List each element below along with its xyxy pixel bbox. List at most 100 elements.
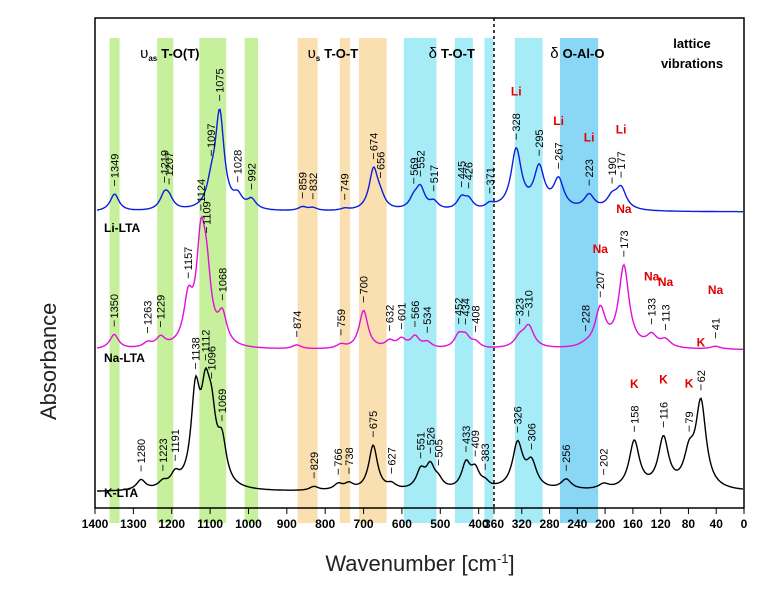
x-tick-label-360: 360 [484, 517, 504, 531]
region-label-3: δ O-Al-O [550, 45, 604, 62]
peak-label-k-lta-306: 306 [527, 423, 539, 441]
cation-tag-na-lta-41: Na [708, 283, 724, 297]
x-tick-label-280: 280 [540, 517, 560, 531]
peak-label-k-lta-202: 202 [599, 449, 611, 467]
peak-label-k-lta-409: 409 [470, 430, 482, 448]
band-10 [514, 38, 543, 523]
peak-label-k-lta-1096: 1096 [207, 346, 219, 370]
peak-label-na-lta-408: 408 [471, 305, 483, 323]
peak-label-li-lta-674: 674 [369, 133, 381, 151]
peak-label-li-lta-1097: 1097 [206, 123, 218, 147]
cation-tag-k-lta-62: K [697, 335, 706, 349]
region-label-2: δ T-O-T [429, 45, 475, 62]
cation-tag-na-lta-207: Na [593, 242, 609, 256]
peak-label-li-lta-223: 223 [584, 159, 596, 177]
band-6 [358, 38, 387, 523]
y-axis-title: Absorbance [36, 303, 61, 420]
peak-label-na-lta-1157: 1157 [183, 247, 195, 271]
x-tick-label-1300: 1300 [120, 517, 147, 531]
peak-label-k-lta-551: 551 [416, 432, 428, 450]
cation-tag-na-lta-133: Na [644, 269, 660, 283]
x-tick-label-240: 240 [567, 517, 587, 531]
peak-label-na-lta-207: 207 [595, 271, 607, 289]
peak-label-na-lta-874: 874 [292, 311, 304, 329]
peak-label-na-lta-310: 310 [524, 290, 536, 308]
x-tick-label-800: 800 [315, 517, 335, 531]
peak-label-li-lta-517: 517 [429, 165, 441, 183]
peak-label-k-lta-1112: 1112 [200, 330, 212, 353]
x-tick-label-1200: 1200 [158, 517, 185, 531]
peak-label-na-lta-1263: 1263 [143, 301, 155, 325]
cation-tag-li-lta-223: Li [584, 131, 595, 145]
x-tick-label-1400: 1400 [82, 517, 109, 531]
peak-label-na-lta-133: 133 [647, 298, 659, 316]
series-label-na-lta: Na-LTA [104, 351, 145, 365]
region-main-2: T-O-T [441, 46, 475, 61]
region-main-3: O-Al-O [563, 46, 605, 61]
region-label-lattice-2: vibrations [661, 56, 723, 71]
band-7 [403, 38, 437, 523]
cation-tag-na-lta-113: Na [658, 275, 674, 289]
peak-label-na-lta-41: 41 [711, 318, 723, 330]
peak-label-k-lta-326: 326 [513, 406, 525, 424]
peak-label-na-lta-566: 566 [410, 301, 422, 319]
peak-label-k-lta-256: 256 [561, 444, 573, 462]
x-tick-label-500: 500 [430, 517, 450, 531]
band-1 [157, 38, 174, 523]
peak-label-k-lta-738: 738 [344, 447, 356, 465]
x-tick-label-700: 700 [354, 517, 374, 531]
series-line-k-lta [97, 366, 744, 492]
peak-label-li-lta-859: 859 [298, 172, 310, 190]
peak-label-k-lta-62: 62 [696, 370, 708, 382]
x-tick-label-0: 0 [741, 517, 748, 531]
peak-label-na-lta-601: 601 [397, 303, 409, 321]
x-tick-label-1000: 1000 [235, 517, 262, 531]
region-greek-1: υ [308, 45, 316, 62]
peak-label-li-lta-1219: 1219 [159, 150, 171, 174]
region-greek-3: δ [550, 45, 558, 62]
peak-label-k-lta-526: 526 [425, 427, 437, 445]
peak-label-na-lta-534: 534 [422, 306, 434, 324]
region-sub-1: s [316, 54, 321, 63]
x-tick-label-80: 80 [682, 517, 696, 531]
region-label-0: υas T-O(T) [140, 45, 199, 63]
cation-tag-li-lta-177: Li [616, 123, 627, 137]
cation-tag-li-lta-328: Li [511, 85, 522, 99]
x-axis-title-close: ] [509, 551, 515, 576]
x-tick-label-1100: 1100 [197, 517, 223, 531]
peak-label-k-lta-1069: 1069 [217, 389, 229, 413]
peak-label-k-lta-1138: 1138 [191, 337, 203, 361]
peak-label-li-lta-992: 992 [247, 163, 259, 181]
band-4 [297, 38, 318, 523]
peak-label-k-lta-1280: 1280 [136, 439, 148, 463]
peak-label-k-lta-1191: 1191 [170, 429, 182, 453]
peak-label-li-lta-569: 569 [409, 157, 421, 175]
peak-label-na-lta-1068: 1068 [217, 268, 229, 292]
peak-label-na-lta-700: 700 [359, 276, 371, 294]
peak-label-k-lta-766: 766 [333, 448, 345, 466]
x-axis-title: Wavenumber [cm-1] [325, 551, 514, 576]
axes: 1400 1300 1200 1100 1000 900 800 700 600 500 40036… [36, 17, 748, 576]
peak-label-k-lta-433: 433 [461, 426, 473, 444]
series-label-k-lta: K-LTA [104, 486, 139, 500]
peak-label-k-lta-383: 383 [480, 443, 492, 461]
band-3 [244, 38, 259, 523]
band-9 [484, 38, 494, 523]
peak-label-li-lta-1207: 1207 [164, 152, 176, 176]
peak-label-k-lta-158: 158 [629, 405, 641, 423]
region-main-0: T-O(T) [161, 46, 199, 61]
peak-label-li-lta-552: 552 [415, 150, 427, 168]
x-tick-label-200: 200 [595, 517, 615, 531]
peak-label-li-lta-656: 656 [375, 152, 387, 170]
x-axis-title-main: Wavenumber [cm [325, 551, 497, 576]
x-tick-label-160: 160 [623, 517, 643, 531]
peak-label-li-lta-832: 832 [308, 173, 320, 191]
x-tick-label-40: 40 [710, 517, 724, 531]
x-axis-title-sup: -1 [497, 551, 509, 566]
peak-label-li-lta-371: 371 [485, 167, 497, 185]
x-tick-label-120: 120 [651, 517, 671, 531]
peak-label-k-lta-675: 675 [368, 411, 380, 429]
region-greek-0: υ [140, 45, 148, 62]
band-0 [109, 38, 120, 523]
region-main-1: T-O-T [324, 46, 358, 61]
